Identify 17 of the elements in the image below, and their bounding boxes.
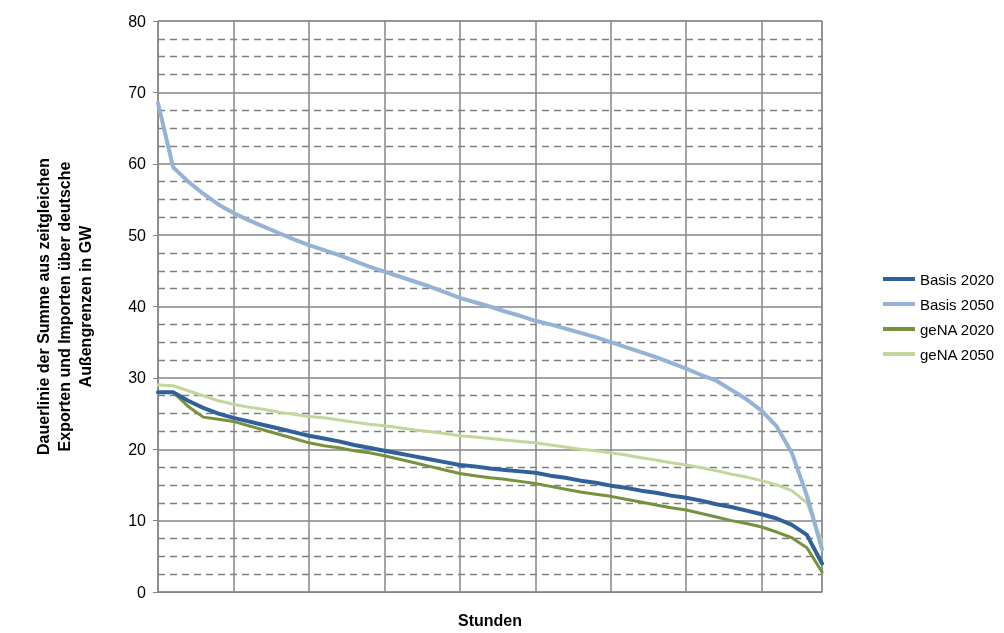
y-tick-label: 60 [128,155,147,173]
y-tick-label: 70 [128,83,147,101]
legend-label: geNA 2050 [919,345,995,363]
y-axis-title: Dauerlinie der Summe aus zeitgleichen Exporten und Importen über deutsche Außengrenzen in GW [35,158,94,455]
legend-label: Basis 2020 [919,270,995,288]
legend-label: Basis 2050 [919,295,995,313]
y-tick-label: 30 [128,369,147,387]
y-tick-label: 10 [128,512,147,530]
y-tick-label: 80 [128,12,147,30]
x-axis-title: Stunden [458,611,522,629]
legend-label: geNA 2020 [919,320,995,338]
y-tick-label: 40 [128,298,147,315]
line-series [156,383,824,544]
y-tick-label: 20 [128,440,147,458]
y-tick-label: 0 [137,583,147,601]
line-series [156,101,824,552]
y-tick-label: 50 [128,226,147,244]
